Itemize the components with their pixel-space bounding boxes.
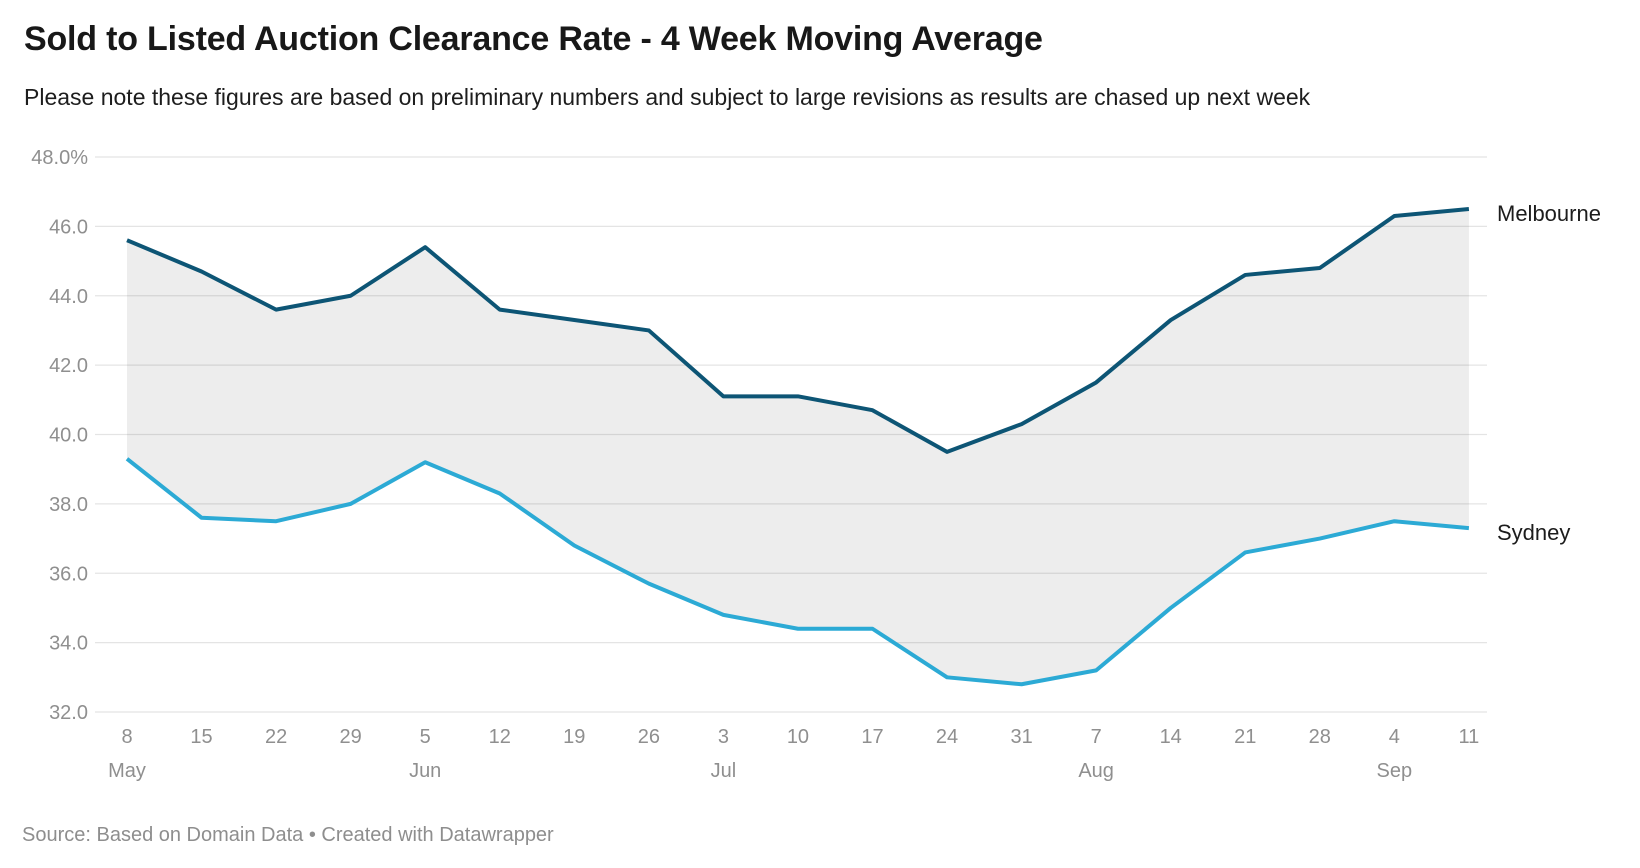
x-tick-label: 5 — [420, 726, 431, 748]
x-tick-label: 17 — [861, 726, 883, 748]
y-axis-label: 46.0 — [49, 216, 88, 238]
x-tick-label: 28 — [1309, 726, 1331, 748]
x-tick-label: 14 — [1160, 726, 1182, 748]
series-fill-area — [127, 209, 1469, 685]
source-note: Source: Based on Domain Data • Created w… — [22, 824, 554, 846]
sydney-label: Sydney — [1497, 520, 1570, 545]
y-axis-label: 44.0 — [49, 286, 88, 308]
chart-title: Sold to Listed Auction Clearance Rate - … — [24, 20, 1043, 58]
y-axis-label: 38.0 — [49, 494, 88, 516]
y-axis-label: 48.0% — [31, 147, 88, 169]
x-tick-label: 4 — [1389, 726, 1400, 748]
melbourne-label: Melbourne — [1497, 201, 1601, 226]
y-axis-label: 34.0 — [49, 633, 88, 655]
x-tick-label: 21 — [1234, 726, 1256, 748]
sydney-line — [125, 457, 1470, 687]
x-tick-label: 8 — [121, 726, 132, 748]
x-tick-label: 12 — [489, 726, 511, 748]
clearance-rate-line-chart: 48.0% 46.0 44.0 42.0 40.0 38.0 36.0 34.0 32.0 8 15… — [31, 147, 1601, 782]
y-axis-label: 42.0 — [49, 355, 88, 377]
x-tick-label: 24 — [936, 726, 958, 748]
y-axis-label: 40.0 — [49, 425, 88, 447]
x-month-label: Jul — [711, 760, 737, 782]
x-month-label: May — [108, 760, 146, 782]
x-tick-label: 29 — [340, 726, 362, 748]
x-tick-label: 31 — [1010, 726, 1032, 748]
y-axis-label: 32.0 — [49, 702, 88, 724]
melbourne-line — [126, 207, 1470, 454]
x-month-label: Sep — [1377, 760, 1413, 782]
x-month-label: Aug — [1078, 760, 1114, 782]
x-tick-label: 26 — [638, 726, 660, 748]
x-tick-label: 7 — [1091, 726, 1102, 748]
x-tick-label: 15 — [190, 726, 212, 748]
y-axis-label: 36.0 — [49, 563, 88, 585]
x-tick-label: 11 — [1459, 726, 1480, 748]
x-tick-label: 22 — [265, 726, 287, 748]
x-tick-label: 19 — [563, 726, 585, 748]
x-tick-label: 3 — [718, 726, 729, 748]
chart-subtitle: Please note these figures are based on p… — [24, 84, 1311, 110]
x-month-label: Jun — [409, 760, 441, 782]
x-tick-label: 10 — [787, 726, 809, 748]
